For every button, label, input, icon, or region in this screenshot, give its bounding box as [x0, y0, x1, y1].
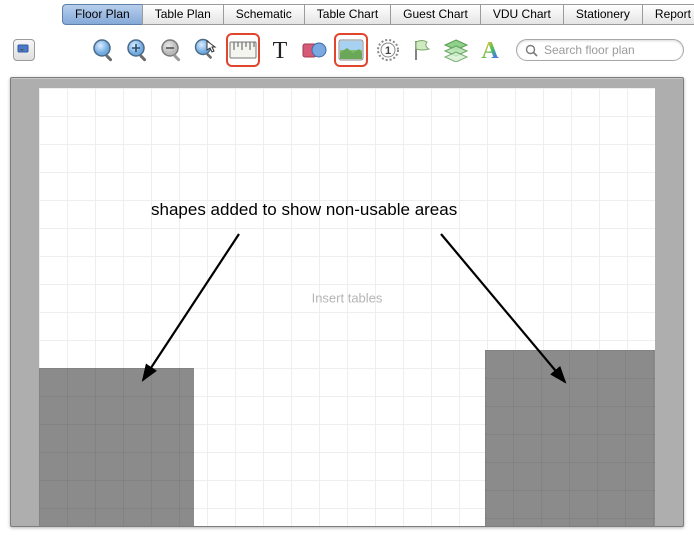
canvas-hint-text: Insert tables [312, 291, 383, 306]
text-icon: T [269, 38, 291, 62]
zoom-in-button[interactable] [124, 36, 152, 64]
annotation-label: shapes added to show non-usable areas [151, 200, 457, 220]
numbering-tool-button[interactable]: 1 [374, 36, 402, 64]
cube-shapes-icon [301, 38, 327, 62]
search-field[interactable] [516, 39, 684, 61]
tab-vdu-chart[interactable]: VDU Chart [480, 4, 563, 25]
svg-text:T: T [273, 38, 288, 62]
view-tabs: Floor Plan Table Plan Schematic Table Ch… [0, 0, 694, 25]
flag-icon [411, 38, 433, 62]
tab-report[interactable]: Report [642, 4, 694, 25]
font-color-tool-button[interactable]: A [476, 36, 504, 64]
search-icon [525, 44, 538, 57]
tab-floor-plan[interactable]: Floor Plan [62, 4, 142, 25]
tab-schematic[interactable]: Schematic [223, 4, 304, 25]
shape-tool-button[interactable] [300, 36, 328, 64]
floor-plan-canvas-frame: Insert tables shapes added to show non-u… [10, 77, 684, 527]
zoom-fit-button[interactable] [90, 36, 118, 64]
sidebar-toggle-button[interactable] [10, 36, 38, 64]
magnifier-minus-icon [159, 37, 185, 63]
ruler-icon [229, 39, 257, 61]
search-input[interactable] [542, 42, 675, 58]
tab-guest-chart[interactable]: Guest Chart [390, 4, 480, 25]
stack-icon [443, 38, 469, 62]
floor-plan-paper[interactable]: Insert tables shapes added to show non-u… [39, 88, 655, 526]
magnifier-arrow-icon [193, 37, 219, 63]
tab-table-plan[interactable]: Table Plan [142, 4, 223, 25]
color-A-icon: A [478, 37, 502, 63]
layers-tool-button[interactable] [442, 36, 470, 64]
magnifier-icon [91, 37, 117, 63]
svg-text:1: 1 [385, 45, 391, 57]
dropdown-icon [13, 39, 35, 61]
magnifier-plus-icon [125, 37, 151, 63]
flag-tool-button[interactable] [408, 36, 436, 64]
tab-table-chart[interactable]: Table Chart [304, 4, 390, 25]
landscape-image-icon [337, 38, 365, 62]
zoom-out-button[interactable] [158, 36, 186, 64]
svg-text:A: A [481, 38, 499, 63]
tab-stationery[interactable]: Stationery [563, 4, 642, 25]
non-usable-area-right[interactable] [485, 350, 655, 526]
gear-1-icon: 1 [375, 37, 401, 63]
pointer-tool-button[interactable] [192, 36, 220, 64]
dimensions-tool-button[interactable] [226, 33, 260, 67]
toolbar: T 1 [0, 25, 694, 77]
text-tool-button[interactable]: T [266, 36, 294, 64]
image-tool-button[interactable] [334, 33, 368, 67]
non-usable-area-left[interactable] [39, 368, 194, 526]
